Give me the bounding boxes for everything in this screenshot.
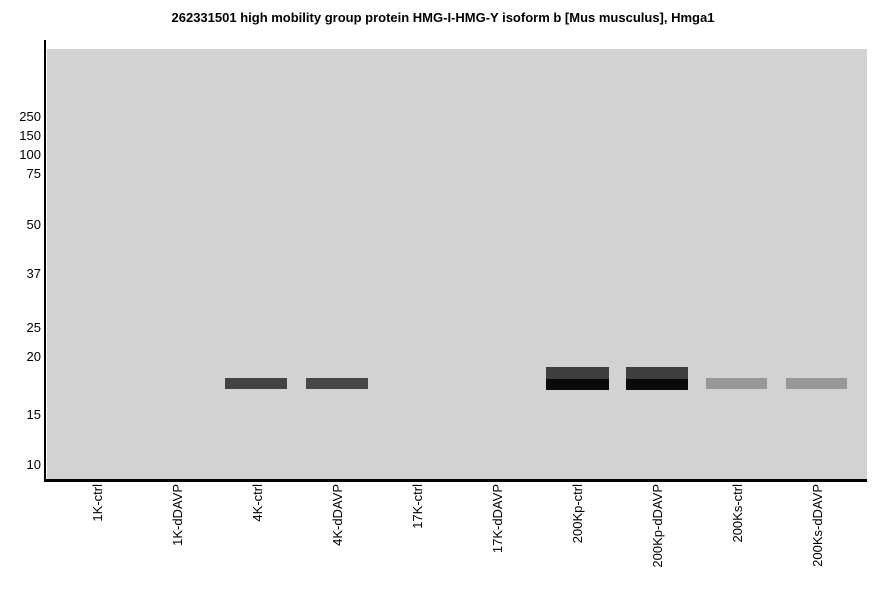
y-tick-label-50: 50	[26, 217, 41, 232]
chart-title: 262331501 high mobility group protein HM…	[171, 10, 715, 25]
protein-band-4K-ctrl	[225, 378, 287, 389]
y-tick-label-20: 20	[26, 349, 41, 364]
protein-band-4K-dDAVP	[306, 378, 368, 389]
gel-plot-area	[47, 49, 867, 479]
lane-label-200Kp-ctrl: 200Kp-ctrl	[570, 484, 585, 544]
lane-label-1K-ctrl: 1K-ctrl	[90, 484, 105, 522]
protein-band-200Kp-ctrl	[546, 367, 609, 379]
y-tick-label-100: 100	[19, 147, 41, 162]
y-tick-label-15: 15	[26, 407, 41, 422]
y-tick-label-75: 75	[26, 166, 41, 181]
lane-label-4K-dDAVP: 4K-dDAVP	[330, 484, 345, 546]
protein-band-200Kp-ctrl	[546, 379, 609, 390]
protein-band-200Ks-dDAVP	[786, 378, 847, 389]
y-tick-label-10: 10	[26, 457, 41, 472]
lane-label-200Kp-dDAVP: 200Kp-dDAVP	[650, 484, 665, 568]
y-tick-label-150: 150	[19, 128, 41, 143]
y-tick-label-25: 25	[26, 320, 41, 335]
lane-label-17K-dDAVP: 17K-dDAVP	[490, 484, 505, 554]
y-tick-label-250: 250	[19, 109, 41, 124]
protein-band-200Ks-ctrl	[706, 378, 767, 389]
protein-band-200Kp-dDAVP	[626, 379, 688, 390]
y-tick-label-37: 37	[26, 266, 41, 281]
protein-band-200Kp-dDAVP	[626, 367, 688, 379]
y-axis-line	[43, 40, 46, 482]
lane-label-17K-ctrl: 17K-ctrl	[410, 484, 425, 529]
x-axis-line	[43, 479, 867, 482]
lane-label-4K-ctrl: 4K-ctrl	[250, 484, 265, 522]
lane-label-200Ks-dDAVP: 200Ks-dDAVP	[810, 484, 825, 567]
lane-label-200Ks-ctrl: 200Ks-ctrl	[730, 484, 745, 543]
lane-label-1K-dDAVP: 1K-dDAVP	[170, 484, 185, 546]
